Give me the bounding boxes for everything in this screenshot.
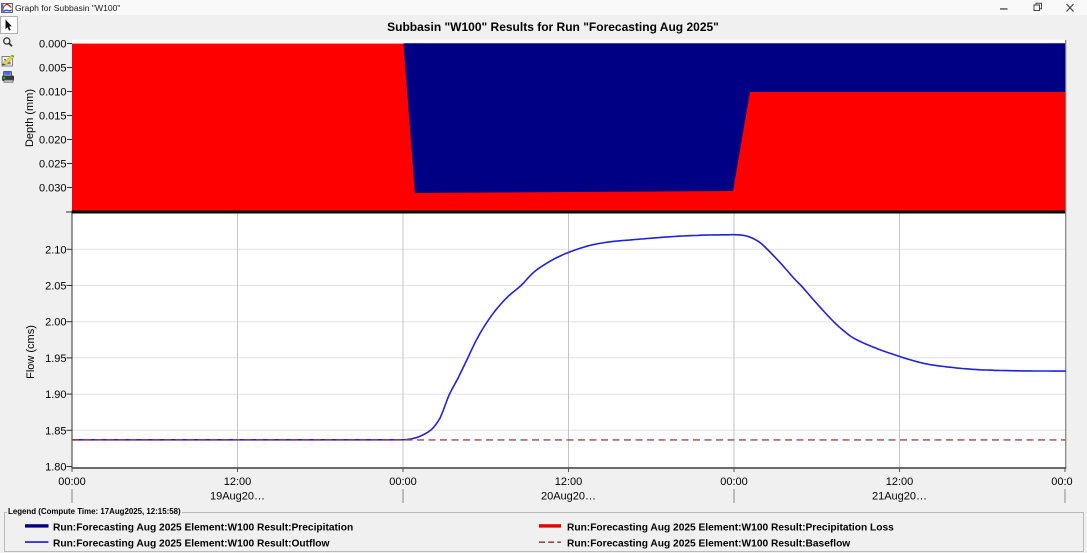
svg-text:2.05: 2.05 [45,281,66,293]
svg-text:00:00: 00:00 [389,476,417,488]
svg-text:0.030: 0.030 [39,183,67,195]
svg-text:Run:Forecasting Aug 2025 Eleme: Run:Forecasting Aug 2025 Element:W100 Re… [567,523,894,534]
svg-text:0.005: 0.005 [39,63,67,75]
svg-text:1.85: 1.85 [45,425,66,437]
svg-text:Depth (mm): Depth (mm) [24,89,36,147]
svg-text:0.020: 0.020 [39,135,67,147]
svg-text:20Aug20…: 20Aug20… [541,491,596,503]
svg-text:Flow (cms): Flow (cms) [25,325,37,379]
svg-text:0.025: 0.025 [39,159,67,171]
svg-text:12:00: 12:00 [224,476,252,488]
svg-text:2.10: 2.10 [45,244,66,256]
svg-text:19Aug20…: 19Aug20… [210,491,265,503]
svg-text:12:00: 12:00 [886,476,914,488]
svg-text:00:00: 00:00 [58,476,86,488]
svg-text:12:00: 12:00 [555,476,583,488]
svg-text:1.95: 1.95 [45,353,66,365]
svg-text:0.010: 0.010 [39,87,67,99]
svg-text:1.80: 1.80 [45,462,66,474]
svg-text:21Aug20…: 21Aug20… [872,491,927,503]
svg-text:2.00: 2.00 [45,317,66,329]
svg-text:0.000: 0.000 [39,39,67,51]
svg-text:Run:Forecasting Aug 2025 Eleme: Run:Forecasting Aug 2025 Element:W100 Re… [53,539,329,550]
svg-text:00:00: 00:00 [720,476,748,488]
svg-text:1.90: 1.90 [45,389,66,401]
svg-text:00:00: 00:00 [1051,476,1073,488]
svg-text:Run:Forecasting Aug 2025 Eleme: Run:Forecasting Aug 2025 Element:W100 Re… [53,523,353,534]
svg-text:Subbasin "W100" Results for Ru: Subbasin "W100" Results for Run "Forecas… [387,20,719,34]
svg-text:Run:Forecasting Aug 2025 Eleme: Run:Forecasting Aug 2025 Element:W100 Re… [567,539,850,550]
svg-text:0.015: 0.015 [39,111,67,123]
